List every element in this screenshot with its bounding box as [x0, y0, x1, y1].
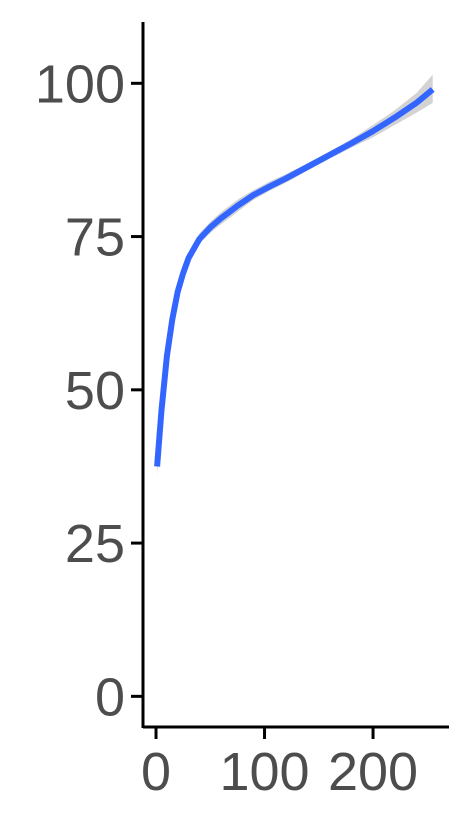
y-tick-label: 75	[65, 208, 125, 268]
y-tick-label: 50	[65, 361, 125, 421]
x-axis-ticks: 0 100 200	[141, 727, 418, 802]
series-line-layer	[154, 87, 435, 467]
confidence-ribbon-layer	[157, 74, 433, 476]
x-tick-label: 200	[328, 742, 418, 802]
x-tick-label: 0	[141, 742, 171, 802]
y-tick-label: 0	[95, 667, 125, 727]
y-axis-ticks: 0 25 50 75 100	[35, 54, 143, 727]
x-tick-label: 100	[219, 742, 309, 802]
y-tick-label: 100	[35, 54, 125, 114]
smooth-trend-line	[154, 87, 435, 467]
confidence-ribbon	[157, 74, 433, 476]
y-tick-label: 25	[65, 514, 125, 574]
